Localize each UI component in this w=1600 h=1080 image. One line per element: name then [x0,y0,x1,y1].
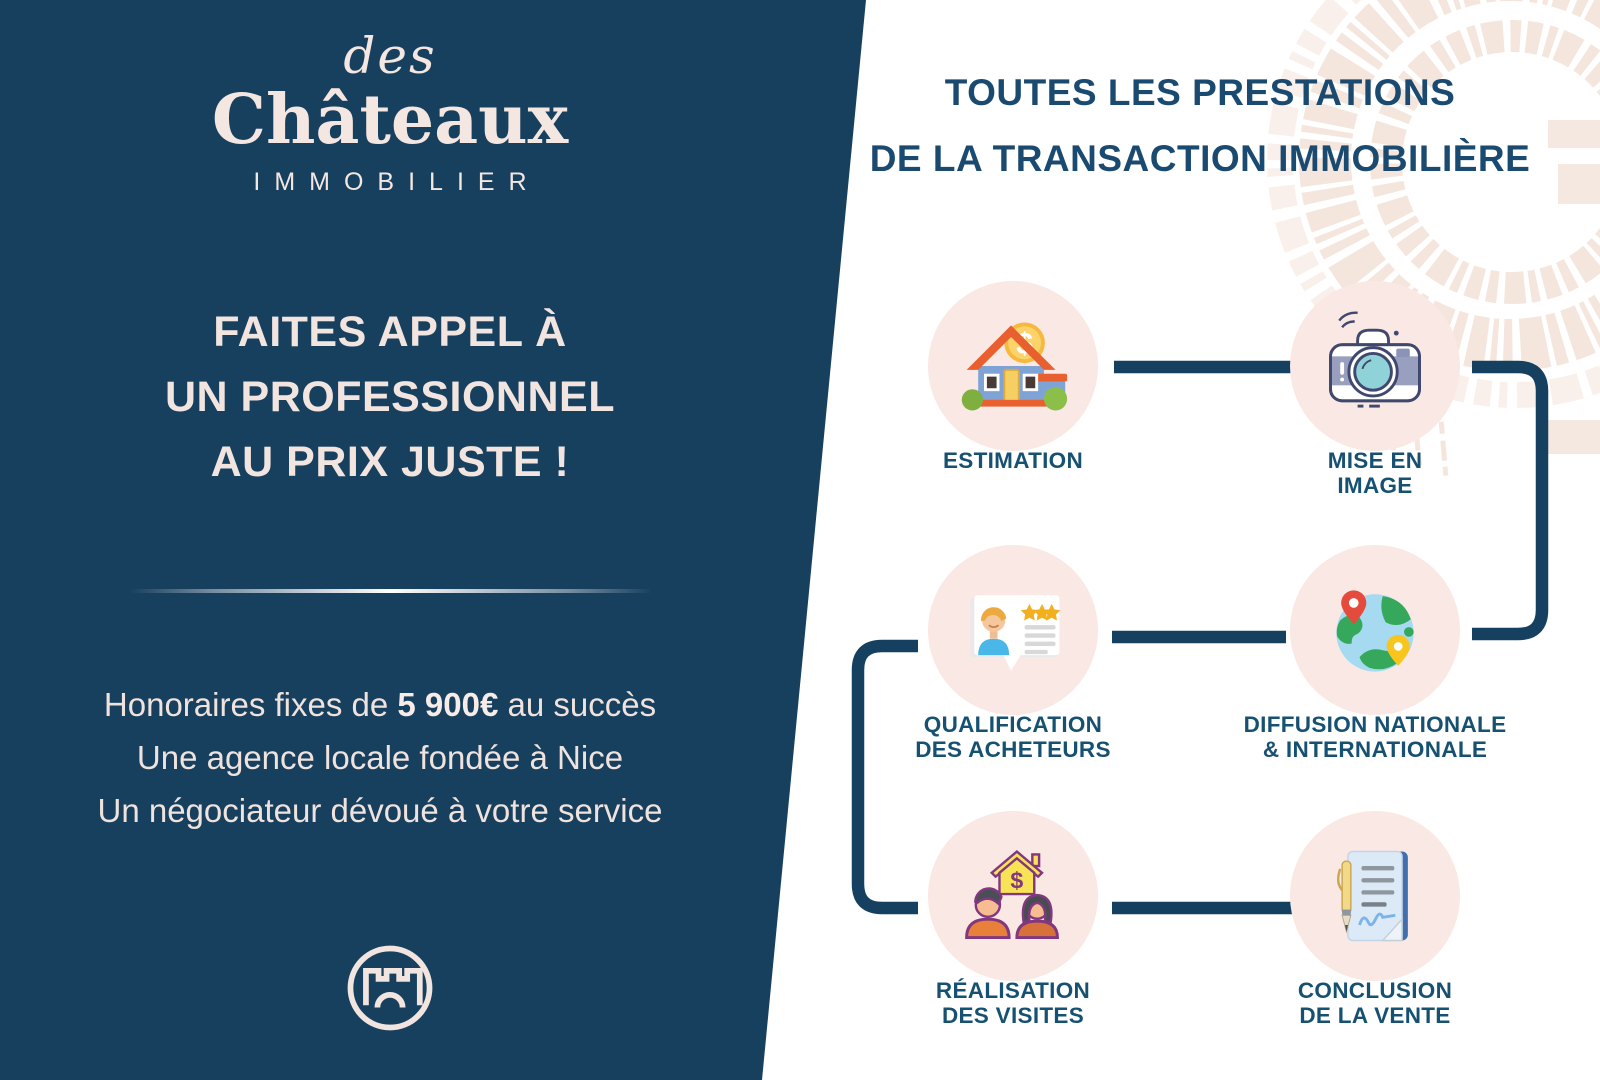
logo-name: Châteaux [211,80,569,160]
step-label: ESTIMATION [942,448,1084,473]
step-estimation: $ ESTIMATION [928,281,1098,473]
step-label: RÉALISATION DES VISITES [935,978,1091,1028]
step-mise-en-image: MISE EN IMAGE [1290,281,1460,498]
details: Honoraires fixes de 5 900€ au succès Une… [0,678,760,837]
step-circle: $ [928,281,1098,451]
logo-script: des [343,27,437,85]
headline-line-2: UN PROFESSIONNEL [165,373,615,421]
headline: FAITES APPEL À UN PROFESSIONNEL AU PRIX … [0,300,780,495]
fee-amount: 5 900€ [397,686,499,723]
divider [130,589,652,593]
castle-badge-icon [347,945,433,1031]
agency-line: Une agence locale fondée à Nice [136,739,624,776]
step-label: DIFFUSION NATIONALE & INTERNATIONALE [1243,712,1507,762]
step-circle [1290,281,1460,451]
logo-subtitle: IMMOBILIER [253,168,541,196]
buyer-card-icon [970,595,1061,671]
svg-text:$: $ [1010,867,1023,893]
watermark-fingerprint [1267,0,1600,479]
step-circle [928,545,1098,715]
step-label: QUALIFICATION DES ACHETEURS [915,712,1111,762]
negotiator-line: Un négociateur dévoué à votre service [97,792,663,829]
camera-icon [1329,311,1421,408]
step-circle [1290,811,1460,981]
title-line-2: DE LA TRANSACTION IMMOBILIÈRE [869,138,1531,179]
step-qualification: QUALIFICATION DES ACHETEURS [915,545,1110,762]
step-label: MISE EN IMAGE [1327,448,1423,498]
visit-people-icon: $ [965,849,1059,940]
house-dollar-icon: $ [961,322,1068,411]
title-line-1: TOUTES LES PRESTATIONS [944,72,1456,113]
contract-pen-icon [1336,850,1408,942]
globe-pins-icon [1336,590,1414,672]
page-title: TOUTES LES PRESTATIONS DE LA TRANSACTION… [850,60,1550,192]
fees-line: Honoraires fixes de 5 900€ au succès [103,686,657,723]
step-circle [1290,545,1460,715]
step-circle: $ [928,811,1098,981]
logo: des Châteaux IMMOBILIER [0,30,780,197]
step-visites: $ RÉALISATION DES VISITES [928,811,1098,1028]
step-conclusion: CONCLUSION DE LA VENTE [1290,811,1460,1028]
step-label: CONCLUSION DE LA VENTE [1297,978,1453,1028]
step-diffusion: DIFFUSION NATIONALE & INTERNATIONALE [1244,545,1506,762]
headline-line-1: FAITES APPEL À [213,308,567,356]
headline-line-3: AU PRIX JUSTE ! [210,438,570,486]
